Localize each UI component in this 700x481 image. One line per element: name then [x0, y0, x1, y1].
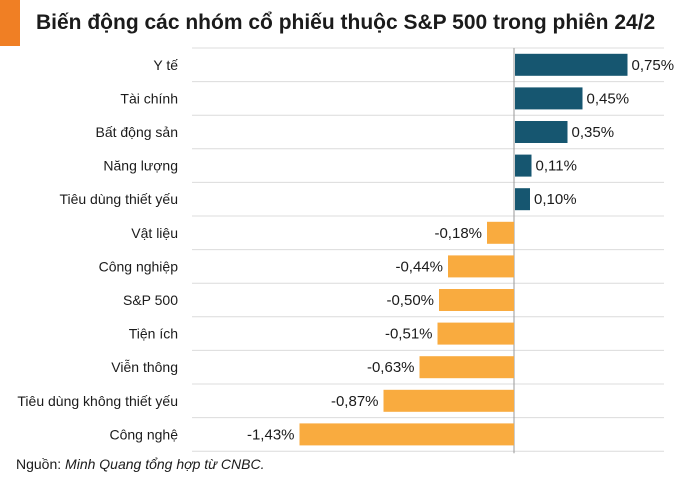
category-label: Năng lượng	[103, 158, 178, 174]
bar	[437, 322, 514, 345]
chart-title: Biến động các nhóm cổ phiếu thuộc S&P 50…	[36, 11, 656, 34]
source-text: Minh Quang tổng hợp từ CNBC.	[65, 456, 265, 472]
bar	[515, 87, 583, 110]
bar	[419, 356, 514, 379]
bar	[299, 423, 514, 446]
data-label: 0,11%	[536, 158, 577, 175]
data-label: -0,44%	[395, 258, 443, 275]
category-label: Công nghệ	[109, 426, 178, 442]
data-label: 0,35%	[572, 124, 615, 141]
category-label: Viễn thông	[111, 359, 178, 375]
bar	[439, 289, 514, 311]
data-label: -0,51%	[385, 326, 433, 343]
category-label: Tiêu dùng không thiết yếu	[17, 393, 178, 409]
bar	[515, 154, 532, 177]
bar	[515, 188, 530, 211]
bar	[487, 221, 514, 244]
data-label: 0,45%	[587, 90, 630, 107]
source-prefix: Nguồn:	[16, 456, 66, 472]
data-label: -0,63%	[367, 359, 415, 376]
title-accent-bar	[0, 0, 20, 46]
bar	[515, 53, 628, 76]
category-label: Bất động sản	[95, 124, 178, 140]
data-label: 0,75%	[632, 57, 675, 74]
data-label: -0,87%	[331, 393, 379, 410]
bar	[515, 121, 568, 143]
category-label: Công nghiệp	[99, 258, 179, 274]
source-note: Nguồn: Minh Quang tổng hợp từ CNBC.	[16, 456, 264, 472]
data-label: -1,43%	[247, 426, 295, 443]
bar	[448, 255, 514, 278]
category-label: Tiện ích	[129, 326, 178, 342]
data-label: -0,18%	[434, 225, 482, 242]
category-label: Tiêu dùng thiết yếu	[59, 191, 178, 207]
category-label: S&P 500	[123, 292, 178, 308]
data-label: 0,10%	[534, 191, 577, 208]
category-label: Tài chính	[120, 90, 178, 106]
category-label: Vật liệu	[131, 225, 178, 241]
data-label: -0,50%	[386, 292, 434, 309]
category-label: Y tế	[153, 57, 178, 73]
bar	[383, 389, 514, 412]
